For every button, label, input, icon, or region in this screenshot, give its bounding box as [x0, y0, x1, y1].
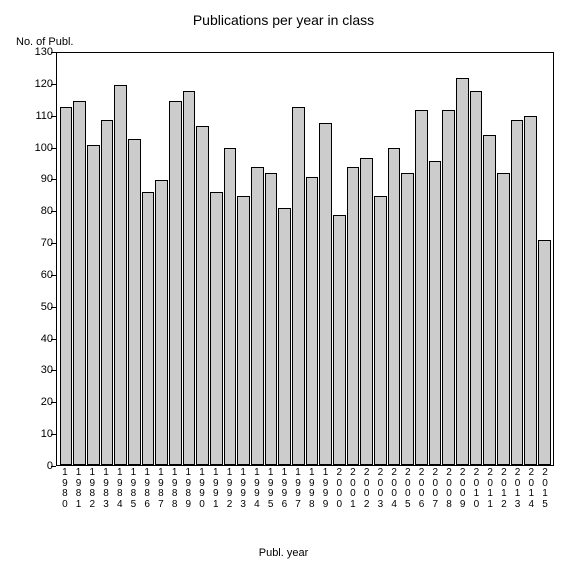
bar	[429, 161, 442, 465]
x-tick-label: 2 0 0 2	[360, 468, 373, 510]
y-tick-label: 0	[23, 460, 53, 472]
bar	[374, 196, 387, 465]
bar	[360, 158, 373, 465]
x-tick-label: 1 9 9 0	[196, 468, 209, 510]
bar	[169, 101, 182, 465]
bar	[388, 148, 401, 465]
bar	[333, 215, 346, 465]
x-tick-label: 1 9 9 2	[223, 468, 236, 510]
bar	[456, 78, 469, 465]
y-tick-label: 90	[23, 173, 53, 185]
x-tick-label: 2 0 1 1	[484, 468, 497, 510]
x-tick-label: 2 0 1 2	[498, 468, 511, 510]
y-tick-label: 60	[23, 269, 53, 281]
bar	[442, 110, 455, 465]
y-tick-label: 10	[23, 428, 53, 440]
bar	[306, 177, 319, 465]
bar	[155, 180, 168, 465]
x-axis-label: Publ. year	[0, 547, 567, 559]
bar	[278, 208, 291, 465]
x-tick-label: 2 0 0 1	[347, 468, 360, 510]
bar	[292, 107, 305, 465]
x-tick-label: 1 9 9 4	[251, 468, 264, 510]
x-tick-label: 1 9 9 5	[264, 468, 277, 510]
bar	[224, 148, 237, 465]
plot-area	[56, 52, 554, 466]
x-tick-label: 2 0 0 4	[388, 468, 401, 510]
x-tick-label: 1 9 8 0	[59, 468, 72, 510]
x-tick-label: 2 0 0 7	[429, 468, 442, 510]
x-tick-label: 2 0 1 0	[470, 468, 483, 510]
bar	[196, 126, 209, 465]
x-tick-label: 2 0 1 5	[539, 468, 552, 510]
x-tick-label: 1 9 8 6	[141, 468, 154, 510]
y-tick-label: 110	[23, 110, 53, 122]
bar	[319, 123, 332, 465]
x-tick-label: 1 9 8 8	[168, 468, 181, 510]
bar	[142, 192, 155, 465]
bar	[265, 173, 278, 465]
y-tick-label: 20	[23, 396, 53, 408]
bar	[524, 116, 537, 465]
bars-wrap	[57, 53, 553, 465]
x-tick-label: 2 0 0 8	[443, 468, 456, 510]
bar	[114, 85, 127, 465]
x-tick-label: 2 0 0 0	[333, 468, 346, 510]
x-tick-label: 2 0 1 4	[525, 468, 538, 510]
y-tick-label: 70	[23, 237, 53, 249]
x-tick-label: 1 9 8 4	[113, 468, 126, 510]
bar	[101, 120, 114, 465]
x-tick-label: 1 9 8 7	[155, 468, 168, 510]
x-tick-label: 1 9 8 5	[127, 468, 140, 510]
bar	[511, 120, 524, 465]
y-tick-label: 100	[23, 142, 53, 154]
x-tick-label: 1 9 9 1	[209, 468, 222, 510]
bar	[60, 107, 73, 465]
x-tick-label: 2 0 0 6	[415, 468, 428, 510]
x-tick-label: 2 0 0 9	[456, 468, 469, 510]
chart-title: Publications per year in class	[0, 12, 567, 28]
x-tick-label: 1 9 9 8	[305, 468, 318, 510]
y-tick-label: 30	[23, 364, 53, 376]
y-tick-label: 50	[23, 301, 53, 313]
bar	[497, 173, 510, 465]
x-tick-label: 1 9 9 6	[278, 468, 291, 510]
x-tick-label: 2 0 0 3	[374, 468, 387, 510]
bar	[347, 167, 360, 465]
bar	[401, 173, 414, 465]
bar	[538, 240, 551, 465]
bar	[183, 91, 196, 465]
bar	[483, 135, 496, 465]
x-axis-labels: 1 9 8 01 9 8 11 9 8 21 9 8 31 9 8 41 9 8…	[56, 468, 554, 510]
x-tick-label: 2 0 0 5	[401, 468, 414, 510]
bar	[251, 167, 264, 465]
y-tick-label: 40	[23, 333, 53, 345]
bar	[87, 145, 100, 465]
y-tick-label: 130	[23, 46, 53, 58]
bar	[470, 91, 483, 465]
y-tick-label: 120	[23, 78, 53, 90]
x-tick-label: 2 0 1 3	[511, 468, 524, 510]
x-tick-label: 1 9 8 1	[72, 468, 85, 510]
y-tick	[51, 466, 56, 467]
bar	[237, 196, 250, 465]
x-tick-label: 1 9 8 3	[100, 468, 113, 510]
x-tick-label: 1 9 8 2	[86, 468, 99, 510]
x-tick-label: 1 9 8 9	[182, 468, 195, 510]
bar	[128, 139, 141, 465]
x-tick-label: 1 9 9 7	[292, 468, 305, 510]
bar	[210, 192, 223, 465]
bar	[73, 101, 86, 465]
y-tick-label: 80	[23, 205, 53, 217]
x-tick-label: 1 9 9 3	[237, 468, 250, 510]
chart-container: Publications per year in class No. of Pu…	[0, 0, 567, 567]
x-tick-label: 1 9 9 9	[319, 468, 332, 510]
bar	[415, 110, 428, 465]
